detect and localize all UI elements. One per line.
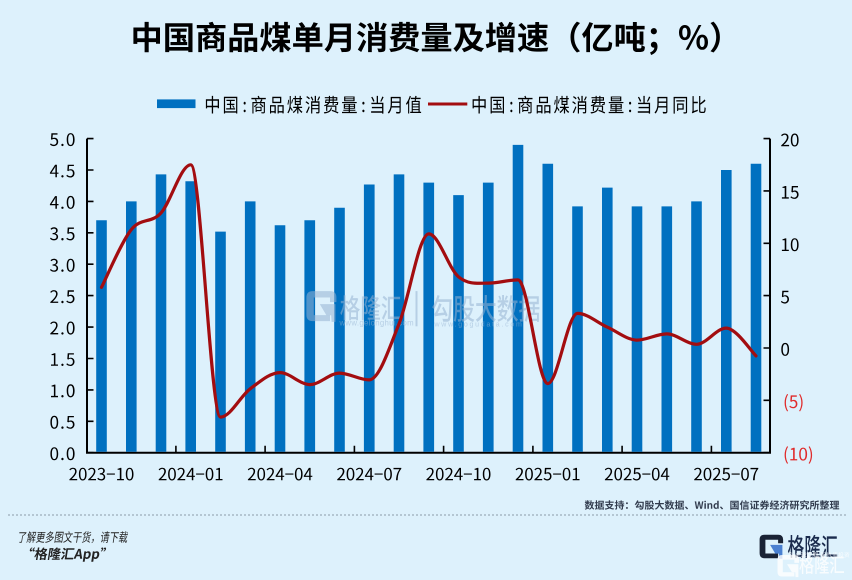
svg-text:www.gelonghui.com: www.gelonghui.com bbox=[339, 318, 414, 327]
svg-text:www.gogudata.com: www.gogudata.com bbox=[434, 322, 524, 329]
